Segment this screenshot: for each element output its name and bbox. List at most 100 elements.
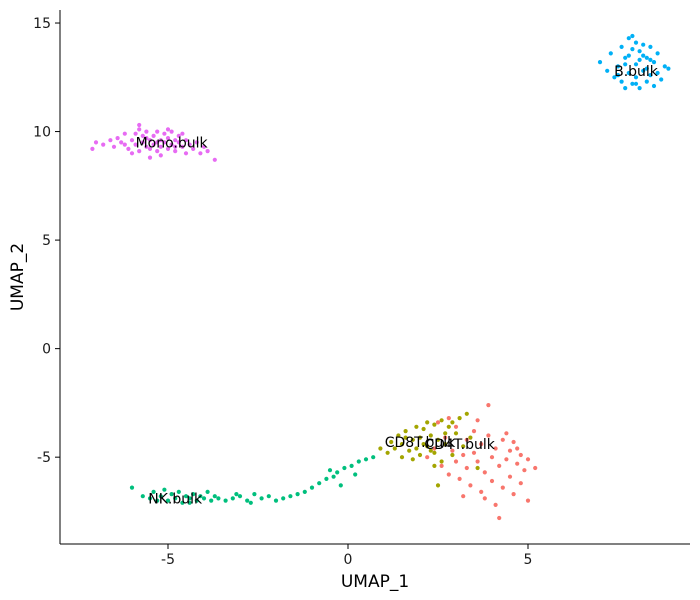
point-nk-bulk [165,498,171,503]
point-mono-bulk [137,149,142,154]
point-cd4t-bulk [533,465,538,471]
point-b-bulk [651,83,657,89]
point-nk-bulk [230,496,235,501]
point-nk-bulk [259,496,264,501]
point-cd8t-bulk [432,422,437,427]
point-cd4t-bulk [432,446,437,451]
point-cd8t-bulk [464,411,469,416]
point-nk-bulk [356,459,361,464]
point-cd8t-bulk [385,450,390,455]
cluster-label-b-bulk: B.bulk [614,64,659,80]
point-cd4t-bulk [518,452,523,458]
point-b-bulk [630,81,635,86]
point-mono-bulk [151,133,156,138]
point-cd8t-bulk [432,463,437,468]
point-cd8t-bulk [425,444,430,449]
point-b-bulk [637,86,642,91]
point-nk-bulk [180,500,185,505]
point-cd8t-bulk [414,446,419,451]
point-nk-bulk [266,494,271,499]
point-mono-bulk [194,140,199,145]
point-cd4t-bulk [464,437,469,442]
point-cd8t-bulk [407,448,412,453]
point-nk-bulk [187,496,192,501]
point-nk-bulk [183,494,189,499]
x-tick-label: -5 [161,552,175,568]
point-nk-bulk [342,465,347,471]
point-nk-bulk [187,500,192,505]
point-nk-bulk [335,470,340,475]
point-cd8t-bulk [443,442,448,447]
point-cd4t-bulk [439,463,444,468]
point-mono-bulk [176,140,181,145]
point-nk-bulk [317,481,322,486]
point-cd4t-bulk [425,455,430,460]
point-b-bulk [655,70,660,76]
point-b-bulk [605,68,610,73]
point-nk-bulk [363,457,369,462]
point-cd4t-bulk [518,481,523,486]
point-nk-bulk [176,489,181,494]
point-mono-bulk [169,129,174,134]
point-cd8t-bulk [414,424,419,429]
point-mono-bulk [162,140,167,145]
point-cd8t-bulk [417,435,423,440]
point-mono-bulk [180,131,185,136]
point-nk-bulk [349,463,354,468]
point-mono-bulk [158,138,163,143]
point-cd8t-bulk [417,452,423,458]
point-b-bulk [630,47,635,52]
point-mono-bulk [144,129,149,134]
point-nk-bulk [198,494,203,499]
point-mono-bulk [162,131,167,136]
point-nk-bulk [324,476,329,481]
point-cd8t-bulk [399,442,405,447]
point-cd8t-bulk [468,435,473,440]
point-cd4t-bulk [461,452,466,458]
y-tick-label: -5 [37,450,51,466]
point-cd4t-bulk [500,437,505,442]
point-nk-bulk [302,489,307,494]
point-nk-bulk [158,494,163,499]
point-cd8t-bulk [439,418,444,423]
point-mono-bulk [137,122,142,128]
point-cd4t-bulk [493,502,498,507]
point-cd4t-bulk [475,459,480,464]
point-cd4t-bulk [489,478,495,484]
point-nk-bulk [155,498,160,503]
point-cd4t-bulk [471,450,477,455]
point-cd4t-bulk [482,496,487,501]
point-mono-bulk [115,136,120,141]
points-layer [90,33,671,521]
point-mono-bulk [176,133,181,138]
point-mono-bulk [191,146,196,151]
point-nk-bulk [331,474,336,479]
x-axis-title: UMAP_1 [341,572,409,592]
point-cd8t-bulk [425,420,430,425]
point-mono-bulk [151,142,156,147]
x-axis-ticks: -5 0 5 [161,544,532,568]
point-cd4t-bulk [525,457,531,462]
point-cd8t-bulk [435,483,441,488]
point-cd4t-bulk [497,515,502,521]
point-b-bulk [615,64,621,69]
point-mono-bulk [165,146,171,151]
point-cd4t-bulk [475,418,480,423]
point-cd4t-bulk [515,446,520,451]
point-nk-bulk [147,496,153,501]
point-mono-bulk [155,149,160,154]
point-mono-bulk [165,127,171,132]
point-mono-bulk [205,149,210,154]
point-b-bulk [626,53,631,58]
point-cd4t-bulk [479,489,484,494]
point-cd4t-bulk [504,457,509,462]
point-nk-bulk [191,492,196,497]
point-mono-bulk [140,140,145,145]
point-nk-bulk [205,489,210,494]
point-b-bulk [648,73,653,78]
point-cd4t-bulk [453,424,459,429]
point-mono-bulk [111,144,117,149]
point-cd8t-bulk [443,431,448,436]
point-mono-bulk [198,151,203,156]
point-cd4t-bulk [515,461,520,466]
